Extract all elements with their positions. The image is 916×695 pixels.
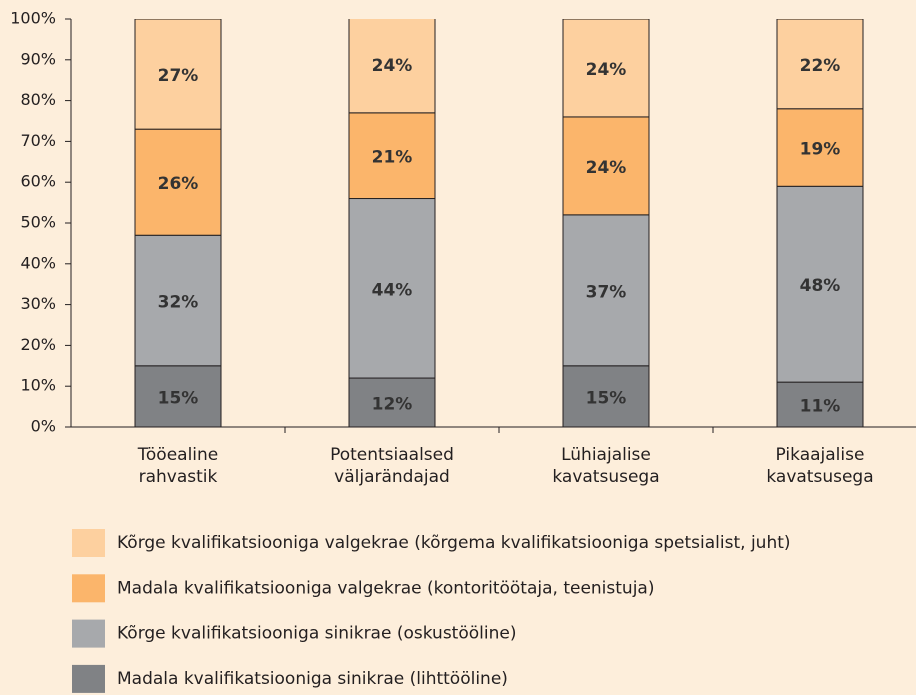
- x-tick-label-line: rahvastik: [139, 467, 218, 487]
- legend-label: Kõrge kvalifikatsiooniga sinikrae (oskus…: [117, 624, 516, 644]
- legend-label: Madala kvalifikatsiooniga sinikrae (liht…: [117, 669, 508, 689]
- x-tick-label-line: Pikaajalise: [776, 445, 865, 465]
- y-tick-label: 0%: [31, 417, 56, 436]
- bar-segment: [562, 116, 650, 216]
- value-label: 22%: [800, 56, 841, 76]
- x-tick-label-line: kavatsusega: [766, 467, 873, 487]
- bar-segment: [348, 198, 436, 379]
- x-tick-label: Pikaajalise kavatsusega: [766, 445, 873, 487]
- plot-area: [134, 19, 864, 427]
- legend-label: Madala kvalifikatsiooniga valgekrae (kon…: [117, 578, 654, 598]
- x-tick-label-line: Potentsiaalsed: [330, 445, 454, 465]
- x-tick-label-line: Lühiajalise: [561, 445, 651, 465]
- bar-segment: [134, 234, 222, 367]
- y-tick-label: 100%: [10, 9, 56, 28]
- y-tick-label: 50%: [20, 213, 56, 232]
- y-tick-label: 60%: [20, 172, 56, 191]
- x-tick-label: Potentsiaalsed väljarändajad: [330, 445, 454, 487]
- value-label: 27%: [158, 66, 199, 86]
- y-tick-label: 30%: [20, 294, 56, 313]
- bar-segment: [562, 214, 650, 367]
- value-label: 32%: [158, 293, 199, 313]
- value-label: 11%: [800, 397, 841, 417]
- bar-segment: [348, 112, 436, 200]
- y-tick-label: 90%: [20, 49, 56, 68]
- value-label: 37%: [586, 282, 627, 302]
- legend-swatch: [72, 574, 105, 603]
- y-tick-label: 40%: [20, 253, 56, 272]
- legend-swatch: [72, 529, 105, 557]
- x-tick-label: Lühiajalise kavatsusega: [552, 445, 659, 487]
- x-tick-label-line: kavatsusega: [552, 467, 659, 487]
- bar-segment: [562, 19, 650, 118]
- x-tick-label: Tööealine rahvastik: [137, 445, 219, 487]
- y-tick-label: 80%: [20, 90, 56, 109]
- bar-segment: [134, 19, 222, 130]
- bar-segment: [776, 108, 864, 187]
- bar-segment: [776, 185, 864, 383]
- bar-segment: [776, 19, 864, 110]
- value-label: 12%: [372, 395, 413, 415]
- value-label: 44%: [372, 280, 413, 300]
- value-label: 24%: [586, 158, 627, 178]
- x-tick-label-line: Tööealine: [137, 445, 219, 465]
- y-tick-label: 20%: [20, 335, 56, 354]
- x-tick-label-line: väljarändajad: [334, 467, 450, 487]
- legend-swatch: [72, 619, 105, 648]
- bar-segment: [348, 377, 436, 427]
- value-label: 21%: [372, 148, 413, 168]
- y-tick-label: 70%: [20, 131, 56, 150]
- value-label: 24%: [372, 56, 413, 76]
- value-label: 48%: [800, 276, 841, 296]
- value-label: 15%: [158, 388, 199, 408]
- bar-segment: [348, 19, 436, 114]
- value-label: 19%: [800, 140, 841, 160]
- bar-segment: [776, 381, 864, 427]
- value-label: 24%: [586, 60, 627, 80]
- bar-segment: [134, 365, 222, 427]
- value-label: 26%: [158, 174, 199, 194]
- value-label: 15%: [586, 388, 627, 408]
- legend-label: Kõrge kvalifikatsiooniga valgekrae (kõrg…: [117, 533, 791, 553]
- legend-swatch: [72, 664, 105, 693]
- y-tick-label: 10%: [20, 376, 56, 395]
